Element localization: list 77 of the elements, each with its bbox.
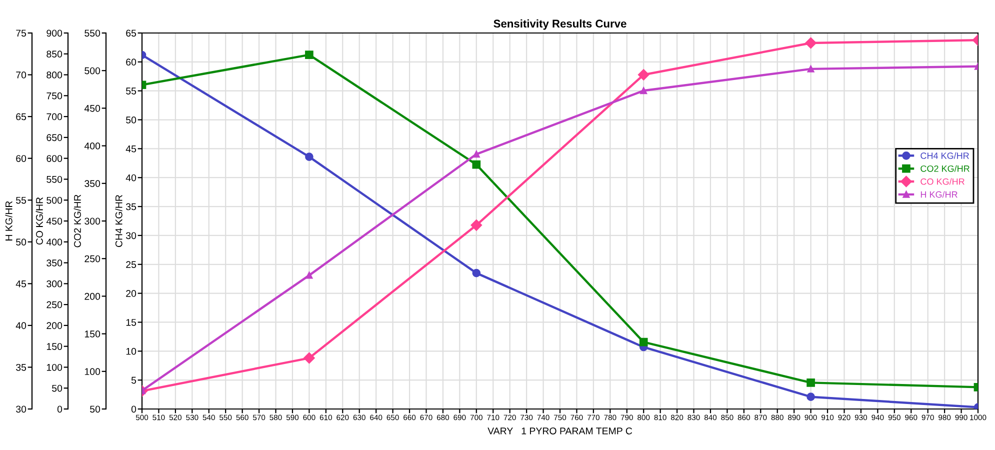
legend-label: CH4 KG/HR (920, 152, 969, 159)
legend-label: CO KG/HR (920, 178, 964, 185)
y-tick-label: 30 (126, 232, 136, 240)
y3-tick-label: 200 (46, 322, 62, 330)
y-axis-title: CH4 KG/HR (115, 194, 122, 247)
point (306, 272, 313, 279)
y3-tick-label: 250 (46, 301, 62, 308)
y3-tick-label: 450 (46, 218, 62, 225)
y2-tick-label: 150 (84, 330, 100, 338)
y-tick-label: 35 (16, 364, 26, 371)
y-tick-label: 25 (126, 261, 136, 268)
y3-tick-label: 700 (46, 113, 62, 120)
point (639, 338, 648, 346)
y3-tick-label: 0 (57, 406, 62, 413)
y-tick-label: 5 (131, 376, 136, 384)
x-axis-title: VARY 1 PYRO PARAM TEMP C (488, 427, 632, 434)
y3-tick-label: 850 (46, 50, 62, 58)
point (807, 65, 814, 72)
y2-tick-label: 400 (84, 142, 100, 150)
y-tick-label: 55 (126, 88, 136, 94)
y-tick-label: 15 (126, 319, 136, 326)
y-tick-label: 55 (16, 196, 26, 204)
y-tick-label: 60 (16, 155, 26, 162)
y3-tick-label: 600 (46, 155, 62, 162)
point (638, 69, 650, 80)
y-tick-label: 10 (126, 348, 136, 355)
point (806, 378, 815, 387)
y-tick-label: 45 (126, 146, 136, 152)
y2-tick-label: 500 (84, 67, 100, 74)
point (305, 152, 314, 161)
y-tick-label: 20 (126, 290, 136, 297)
y-tick-label: 30 (16, 406, 26, 413)
y-axis-title: H KG/HR (5, 201, 12, 240)
y3-tick-label: 550 (46, 176, 62, 183)
y2-tick-label: 350 (84, 180, 100, 188)
y3-tick-label: 100 (46, 364, 62, 371)
y3-tick-label: 800 (46, 72, 62, 78)
point (472, 268, 481, 278)
y-tick-label: 65 (126, 30, 136, 37)
y3-tick-label: 500 (46, 196, 62, 204)
y-tick-label: 40 (16, 322, 26, 330)
y3-tick-label: 400 (46, 238, 62, 246)
legend-label: CO2 KG/HR (920, 165, 970, 172)
y2-tick-label: 100 (84, 368, 100, 376)
y3-tick-label: 300 (46, 280, 62, 288)
chart-title: Sensitivity Results Curve (494, 19, 626, 30)
y-tick-label: 60 (126, 58, 136, 66)
y-tick-label: 50 (126, 116, 136, 124)
y2-tick-label: 300 (84, 218, 100, 225)
y3-tick-label: 350 (46, 260, 62, 266)
point (806, 392, 815, 402)
y-tick-label: 70 (16, 72, 26, 78)
y2-tick-label: 450 (84, 104, 100, 112)
y-tick-label: 65 (16, 113, 26, 120)
y2-tick-label: 50 (90, 406, 100, 413)
y2-tick-label: 200 (84, 292, 100, 300)
legend-label: H KG/HR (920, 191, 958, 198)
point (470, 220, 482, 231)
point (640, 87, 648, 94)
point (472, 150, 480, 158)
y-tick-label: 50 (16, 238, 26, 246)
y2-tick-label: 550 (84, 30, 100, 37)
y3-tick-label: 750 (46, 92, 62, 100)
y3-axis-title: CO KG/HR (36, 197, 43, 245)
y-tick-label: 35 (126, 203, 136, 210)
y3-tick-label: 900 (46, 30, 62, 37)
y3-tick-label: 150 (46, 343, 62, 350)
y2-axis-title: CO2 KG/HR (74, 194, 81, 248)
y3-tick-label: 650 (46, 134, 62, 142)
y-tick-label: 75 (16, 30, 26, 37)
y2-tick-label: 250 (84, 255, 100, 262)
y-tick-label: 45 (16, 280, 26, 288)
point (305, 50, 314, 59)
y-tick-label: 0 (131, 406, 136, 413)
y3-tick-label: 50 (52, 384, 62, 392)
point (472, 160, 481, 169)
y-tick-label: 40 (126, 174, 136, 182)
